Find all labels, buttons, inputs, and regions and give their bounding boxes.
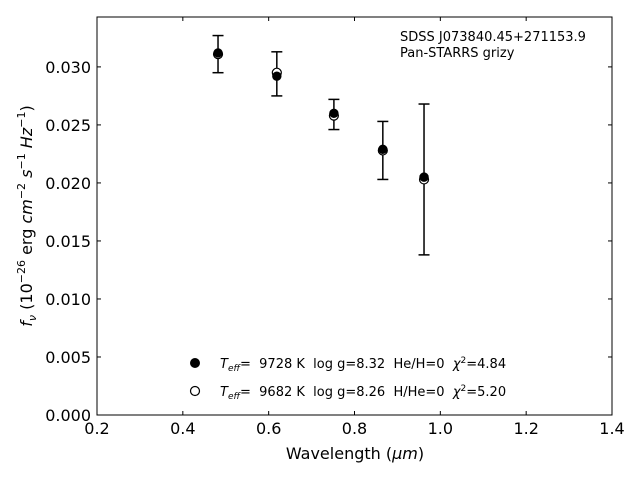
x-tick-label: 1.2 — [513, 419, 538, 438]
y-tick-label: 0.010 — [45, 290, 91, 309]
point-filled — [329, 108, 339, 119]
annotation-object-name: SDSS J073840.45+271153.9 — [400, 30, 586, 45]
legend-marker-filled — [190, 358, 200, 368]
point-filled — [378, 144, 388, 154]
legend-entry-da: Teff= 9728 K log g=8.32 He/H=0 χ2=4.84 — [220, 356, 506, 374]
data-points — [212, 48, 430, 185]
y-tick-label: 0.015 — [45, 232, 91, 251]
y-axis-label: fν (10−26 erg cm−2 s−1 Hz−1) — [15, 105, 39, 326]
axis-ticks: 0.2 0.4 0.6 0.8 1.0 1.2 1.4 0.000 0.005 0.010 0.01… — [45, 17, 625, 438]
point-filled — [213, 48, 223, 58]
y-tick-label: 0.030 — [45, 58, 91, 77]
svg-text:fν (10−26 erg cm−2 s−1 Hz−1): fν (10−26 erg cm−2 s−1 Hz−1) — [15, 105, 39, 326]
x-tick-label: 1.0 — [428, 419, 453, 438]
x-tick-label: 1.4 — [599, 419, 624, 438]
point-filled — [272, 71, 282, 81]
annotation-survey: Pan-STARRS grizy — [400, 46, 515, 61]
x-axis-label: Wavelength (μm) — [286, 444, 424, 463]
x-tick-label: 0.2 — [84, 419, 109, 438]
y-tick-label: 0.020 — [45, 174, 91, 193]
plot-frame — [96, 16, 613, 416]
x-tick-label: 0.6 — [256, 419, 281, 438]
y-tick-label: 0.000 — [45, 406, 91, 425]
legend-marker-open — [189, 385, 201, 397]
x-tick-label: 0.8 — [342, 419, 367, 438]
x-tick-label: 0.4 — [170, 419, 195, 438]
y-tick-label: 0.025 — [45, 116, 91, 135]
legend-entry-db: Teff= 9682 K log g=8.26 H/He=0 χ2=5.20 — [220, 384, 506, 402]
y-tick-label: 0.005 — [45, 348, 91, 367]
error-bars — [212, 34, 430, 256]
point-filled — [419, 172, 429, 182]
legend: Teff= 9728 K log g=8.32 He/H=0 χ2=4.84 T… — [189, 356, 506, 402]
